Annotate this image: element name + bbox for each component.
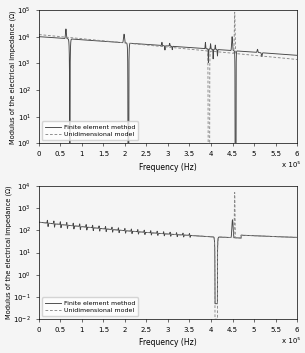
Finite element method	[37, 35, 41, 39]
Unidimensional model	[37, 32, 41, 37]
Unidimensional model	[131, 41, 134, 46]
Finite element method	[131, 229, 134, 234]
Unidimensional model	[233, 10, 236, 14]
Text: x 10⁵: x 10⁵	[282, 162, 300, 168]
Unidimensional model	[131, 229, 134, 233]
Finite element method	[68, 141, 71, 145]
Finite element method	[242, 49, 246, 54]
Unidimensional model	[295, 57, 299, 61]
Unidimensional model	[228, 235, 232, 240]
Finite element method	[131, 41, 134, 46]
Line: Finite element method: Finite element method	[39, 29, 297, 143]
Unidimensional model	[201, 48, 205, 53]
Finite element method	[190, 46, 194, 50]
Finite element method	[50, 36, 54, 40]
Unidimensional model	[50, 34, 54, 38]
Finite element method	[190, 233, 194, 238]
Finite element method	[213, 301, 217, 306]
Finite element method	[295, 235, 299, 240]
Finite element method	[201, 46, 205, 50]
Line: Unidimensional model: Unidimensional model	[39, 192, 297, 319]
Unidimensional model	[206, 149, 210, 154]
Unidimensional model	[228, 51, 232, 55]
Unidimensional model	[242, 52, 246, 56]
Unidimensional model	[50, 221, 54, 226]
Y-axis label: Modulus of the electrical impedance (Ω): Modulus of the electrical impedance (Ω)	[9, 10, 16, 144]
Unidimensional model	[190, 233, 194, 238]
Finite element method	[228, 48, 232, 53]
Unidimensional model	[37, 220, 41, 225]
X-axis label: Frequency (Hz): Frequency (Hz)	[139, 163, 197, 172]
Line: Unidimensional model: Unidimensional model	[39, 12, 297, 151]
Y-axis label: Modulus of the electrical impedance (Ω): Modulus of the electrical impedance (Ω)	[5, 186, 12, 319]
Finite element method	[242, 233, 246, 238]
Unidimensional model	[190, 47, 194, 52]
Finite element method	[201, 234, 205, 238]
Finite element method	[50, 221, 54, 226]
Line: Finite element method: Finite element method	[39, 220, 297, 304]
Unidimensional model	[201, 234, 205, 238]
Text: x 10⁵: x 10⁵	[282, 338, 300, 344]
Finite element method	[231, 218, 234, 222]
X-axis label: Frequency (Hz): Frequency (Hz)	[139, 339, 197, 347]
Unidimensional model	[242, 233, 246, 238]
Legend: Finite element method, Unidimensional model: Finite element method, Unidimensional mo…	[42, 297, 138, 316]
Unidimensional model	[295, 235, 299, 240]
Legend: Finite element method, Unidimensional model: Finite element method, Unidimensional mo…	[42, 121, 138, 140]
Unidimensional model	[213, 317, 217, 321]
Finite element method	[37, 220, 41, 225]
Finite element method	[295, 53, 299, 58]
Finite element method	[64, 27, 68, 31]
Finite element method	[228, 235, 232, 240]
Unidimensional model	[233, 190, 236, 195]
